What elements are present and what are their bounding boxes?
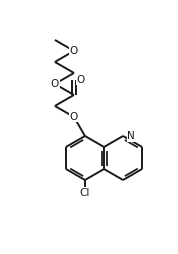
Text: O: O (51, 79, 59, 89)
Text: Cl: Cl (80, 188, 90, 198)
Text: N: N (127, 131, 135, 141)
Text: O: O (70, 46, 78, 56)
Text: O: O (70, 112, 78, 122)
Text: O: O (77, 74, 85, 85)
